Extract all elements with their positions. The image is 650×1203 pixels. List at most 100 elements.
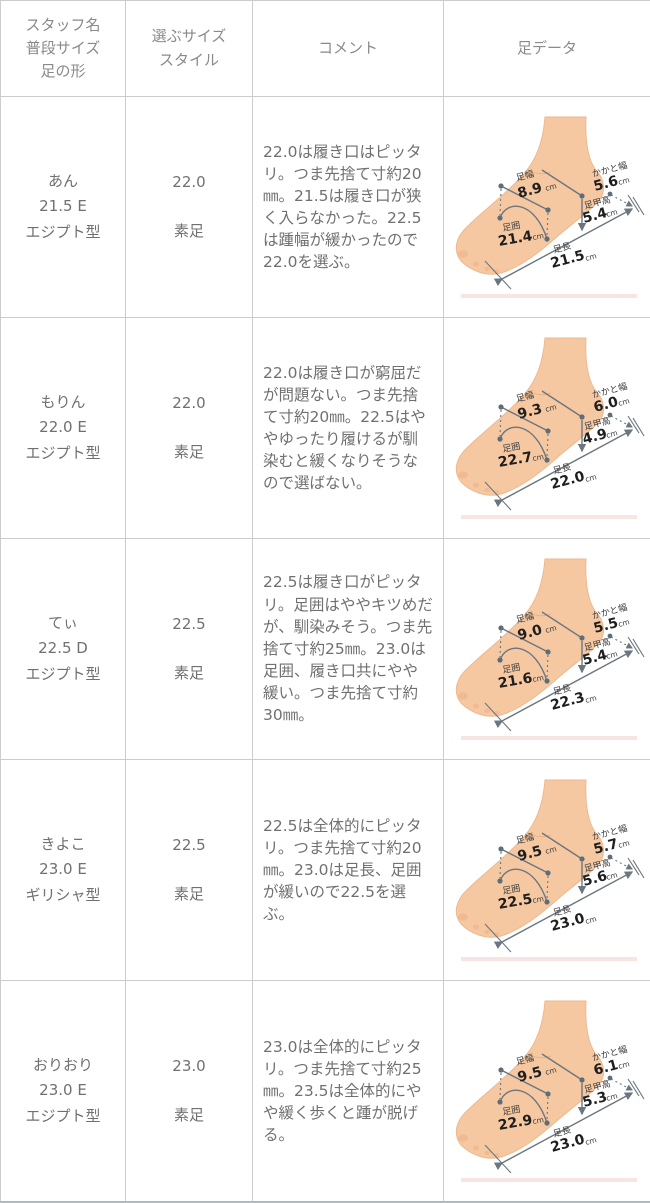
toe-nail — [473, 1146, 479, 1151]
photo-edge — [461, 294, 637, 298]
chosen-size-cell: 22.5 素足 — [126, 539, 253, 760]
comment-text: 22.0は履き口はピッタリ。つま先捨て寸約20㎜。21.5は履き口が狭く入らなか… — [263, 143, 422, 272]
heel-width-unit: cm — [617, 1059, 630, 1071]
foot-length-unit: cm — [584, 251, 597, 263]
heel-width-unit: cm — [617, 838, 630, 850]
table-row: てぃ 22.5 D エジプト型 22.5 素足 22.5は履き口がピッタリ。足囲… — [1, 539, 650, 760]
staff-usual-size: 23.0 E — [1, 857, 125, 882]
table-row: きよこ 23.0 E ギリシャ型 22.5 素足 22.5は全体的にピッタリ。つ… — [1, 760, 650, 981]
header-staff-line2: 普段サイズ — [1, 37, 125, 60]
staff-info-cell: きよこ 23.0 E ギリシャ型 — [1, 760, 126, 981]
comment-text: 23.0は全体的にピッタリ。つま先捨て寸約25㎜。23.5は全体的にやや緩く歩く… — [263, 1038, 422, 1145]
table-row: もりん 22.0 E エジプト型 22.0 素足 22.0は履き口が窮屈だが問題… — [1, 318, 650, 539]
toe-nail — [458, 250, 468, 258]
header-staff: スタッフ名 普段サイズ 足の形 — [1, 1, 126, 97]
comment-cell: 22.0は履き口はピッタリ。つま先捨て寸約20㎜。21.5は履き口が狭く入らなか… — [253, 97, 444, 318]
foot-data-cell: 足長 23.0 cm 足幅 9.5 cm — [444, 981, 650, 1203]
fitting-style: 素足 — [126, 1103, 252, 1128]
fitting-style: 素足 — [126, 440, 252, 465]
foot-length-unit: cm — [584, 914, 597, 926]
chosen-size: 22.0 — [126, 170, 252, 195]
staff-foot-shape: エジプト型 — [1, 1104, 125, 1129]
header-staff-line1: スタッフ名 — [1, 14, 125, 37]
photo-edge — [461, 515, 637, 519]
staff-foot-shape: ギリシャ型 — [1, 883, 125, 908]
staff-usual-size: 22.0 E — [1, 415, 125, 440]
comment-cell: 22.0は履き口が窮屈だが問題ない。つま先捨て寸約20㎜。22.5はややゆったり… — [253, 318, 444, 539]
staff-foot-shape: エジプト型 — [1, 441, 125, 466]
foot-data-cell: 足長 21.5 cm 足幅 8.9 cm — [444, 97, 650, 318]
toe-nail — [484, 488, 490, 492]
chosen-size-cell: 22.0 素足 — [126, 318, 253, 539]
staff-foot-shape: エジプト型 — [1, 662, 125, 687]
header-staff-line3: 足の形 — [1, 60, 125, 83]
staff-usual-size: 21.5 E — [1, 194, 125, 219]
toe-nail — [473, 262, 479, 267]
foot-measurement-diagram: 足長 21.5 cm 足幅 8.9 cm — [447, 109, 647, 301]
toe-nail — [484, 930, 490, 934]
heel-width-unit: cm — [617, 396, 630, 408]
foot-data-cell: 足長 22.0 cm 足幅 9.3 cm — [444, 318, 650, 539]
toe-nail — [458, 471, 468, 479]
staff-info-cell: おりおり 23.0 E エジプト型 — [1, 981, 126, 1203]
staff-info-cell: てぃ 22.5 D エジプト型 — [1, 539, 126, 760]
header-size-line2: スタイル — [126, 49, 252, 72]
foot-measurement-diagram: 足長 22.3 cm 足幅 9.0 cm — [447, 551, 647, 743]
foot-measurement-diagram: 足長 23.0 cm 足幅 9.5 cm — [447, 772, 647, 964]
toe-nail — [473, 925, 479, 930]
chosen-size-cell: 23.0 素足 — [126, 981, 253, 1203]
staff-usual-size: 23.0 E — [1, 1078, 125, 1103]
toe-nail — [458, 913, 468, 921]
staff-name: おりおり — [1, 1053, 125, 1078]
chosen-size: 22.5 — [126, 612, 252, 637]
header-comment: コメント — [253, 1, 444, 97]
comment-cell: 22.5は全体的にピッタリ。つま先捨て寸約20㎜。23.0は足長、足囲が緩いので… — [253, 760, 444, 981]
staff-name: てぃ — [1, 611, 125, 636]
toe-nail — [484, 709, 490, 713]
staff-name: あん — [1, 169, 125, 194]
toe-nail — [484, 267, 490, 271]
staff-info-cell: あん 21.5 E エジプト型 — [1, 97, 126, 318]
foot-length-unit: cm — [584, 1135, 597, 1147]
toe-nail — [473, 483, 479, 488]
table-row: おりおり 23.0 E エジプト型 23.0 素足 23.0は全体的にピッタリ。… — [1, 981, 650, 1203]
comment-cell: 23.0は全体的にピッタリ。つま先捨て寸約25㎜。23.5は全体的にやや緩く歩く… — [253, 981, 444, 1203]
heel-width-unit: cm — [617, 175, 630, 187]
chosen-size-cell: 22.5 素足 — [126, 760, 253, 981]
foot-measurement-diagram: 足長 23.0 cm 足幅 9.5 cm — [447, 993, 647, 1185]
chosen-size: 23.0 — [126, 1054, 252, 1079]
staff-name: もりん — [1, 390, 125, 415]
fitting-style: 素足 — [126, 219, 252, 244]
comment-text: 22.0は履き口が窮屈だが問題ない。つま先捨て寸約20㎜。22.5はややゆったり… — [263, 364, 426, 493]
staff-info-cell: もりん 22.0 E エジプト型 — [1, 318, 126, 539]
heel-width-unit: cm — [617, 617, 630, 629]
foot-length-unit: cm — [584, 693, 597, 705]
comment-text: 22.5は全体的にピッタリ。つま先捨て寸約20㎜。23.0は足長、足囲が緩いので… — [263, 817, 422, 924]
chosen-size-cell: 22.0 素足 — [126, 97, 253, 318]
staff-foot-shape: エジプト型 — [1, 220, 125, 245]
foot-data-cell: 足長 23.0 cm 足幅 9.5 cm — [444, 760, 650, 981]
fitting-style: 素足 — [126, 882, 252, 907]
toe-nail — [473, 704, 479, 709]
chosen-size: 22.0 — [126, 391, 252, 416]
table-row: あん 21.5 E エジプト型 22.0 素足 22.0は履き口はピッタリ。つま… — [1, 97, 650, 318]
toe-nail — [458, 692, 468, 700]
foot-length-unit: cm — [584, 472, 597, 484]
comment-cell: 22.5は履き口がピッタリ。足囲はややキツめだが、馴染みそう。つま先捨て寸約25… — [253, 539, 444, 760]
header-foot-data: 足データ — [444, 1, 650, 97]
chosen-size: 22.5 — [126, 833, 252, 858]
foot-measurement-diagram: 足長 22.0 cm 足幅 9.3 cm — [447, 330, 647, 522]
toe-nail — [484, 1151, 490, 1155]
header-size-line1: 選ぶサイズ — [126, 25, 252, 48]
toe-nail — [458, 1134, 468, 1142]
photo-edge — [461, 1178, 637, 1182]
photo-edge — [461, 957, 637, 961]
foot-data-cell: 足長 22.3 cm 足幅 9.0 cm — [444, 539, 650, 760]
staff-name: きよこ — [1, 832, 125, 857]
staff-usual-size: 22.5 D — [1, 636, 125, 661]
comment-text: 22.5は履き口がピッタリ。足囲はややキツめだが、馴染みそう。つま先捨て寸約25… — [263, 573, 433, 724]
header-size-style: 選ぶサイズ スタイル — [126, 1, 253, 97]
header-row: スタッフ名 普段サイズ 足の形 選ぶサイズ スタイル コメント 足データ — [1, 1, 650, 97]
fitting-style: 素足 — [126, 661, 252, 686]
